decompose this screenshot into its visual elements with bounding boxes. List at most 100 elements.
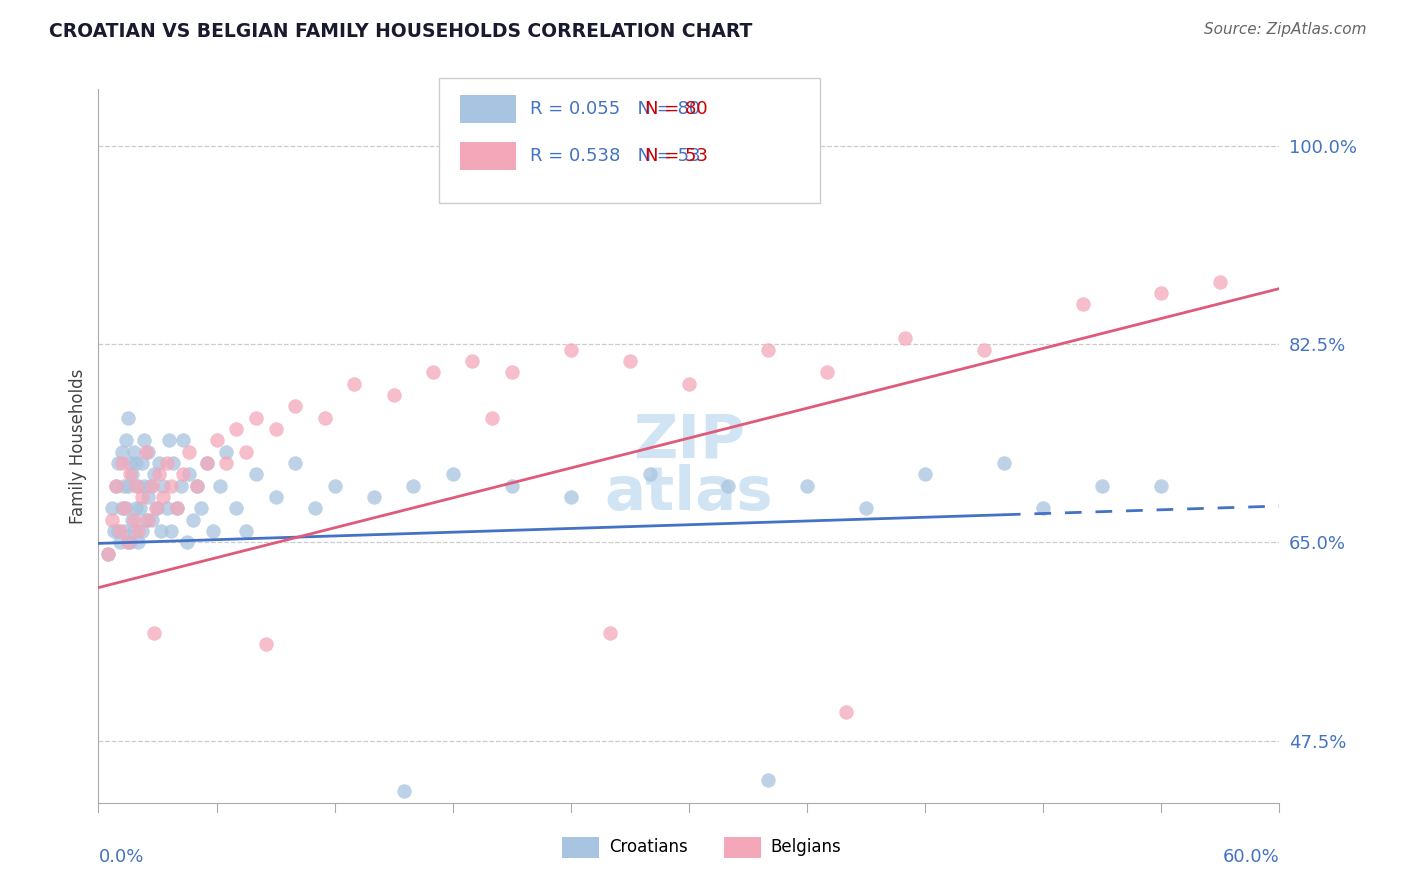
Point bbox=[461, 354, 484, 368]
Point bbox=[97, 547, 120, 561]
Point bbox=[225, 422, 247, 436]
Point bbox=[105, 478, 128, 492]
Point bbox=[201, 524, 224, 538]
Point bbox=[150, 524, 173, 538]
Text: 0.0%: 0.0% bbox=[98, 848, 143, 866]
Point bbox=[284, 400, 307, 414]
Text: Source: ZipAtlas.com: Source: ZipAtlas.com bbox=[1204, 22, 1367, 37]
Point bbox=[254, 637, 277, 651]
Point bbox=[177, 444, 200, 458]
Point bbox=[973, 343, 995, 357]
Point bbox=[619, 354, 641, 368]
Text: R = 0.055   N = 80: R = 0.055 N = 80 bbox=[530, 100, 700, 118]
Point bbox=[756, 343, 779, 357]
Point bbox=[1071, 297, 1094, 311]
Point bbox=[560, 490, 582, 504]
Point bbox=[176, 535, 198, 549]
Point bbox=[1150, 478, 1173, 492]
Y-axis label: Family Households: Family Households bbox=[69, 368, 87, 524]
Point bbox=[135, 444, 157, 458]
Point bbox=[186, 478, 208, 492]
Point bbox=[756, 773, 779, 788]
Point bbox=[195, 456, 218, 470]
Point bbox=[835, 705, 858, 719]
Point bbox=[177, 467, 200, 482]
Point bbox=[363, 490, 385, 504]
Point bbox=[146, 501, 169, 516]
Point bbox=[181, 513, 204, 527]
Point bbox=[107, 456, 129, 470]
Point bbox=[128, 501, 150, 516]
Point bbox=[441, 467, 464, 482]
Point bbox=[122, 524, 145, 538]
Point bbox=[855, 501, 877, 516]
Point bbox=[1209, 275, 1232, 289]
Text: N = 53: N = 53 bbox=[645, 147, 709, 165]
Text: Croatians: Croatians bbox=[609, 838, 688, 856]
Point bbox=[131, 524, 153, 538]
Point bbox=[138, 478, 160, 492]
Point bbox=[121, 513, 143, 527]
Point bbox=[264, 490, 287, 504]
Point bbox=[235, 444, 257, 458]
Point bbox=[112, 524, 135, 538]
Point bbox=[170, 478, 193, 492]
Point bbox=[141, 478, 163, 492]
Text: N = 80: N = 80 bbox=[645, 100, 709, 118]
Text: Belgians: Belgians bbox=[770, 838, 841, 856]
Point bbox=[162, 456, 184, 470]
Point bbox=[107, 524, 129, 538]
Point bbox=[111, 444, 134, 458]
Point bbox=[914, 467, 936, 482]
Point bbox=[205, 434, 228, 448]
Point bbox=[215, 456, 238, 470]
Point bbox=[101, 501, 124, 516]
Point bbox=[422, 365, 444, 379]
Text: R = 0.538   N = 53: R = 0.538 N = 53 bbox=[530, 147, 700, 165]
Point bbox=[127, 524, 149, 538]
Point bbox=[382, 388, 405, 402]
Point bbox=[125, 456, 148, 470]
Point bbox=[112, 478, 135, 492]
Point bbox=[117, 535, 139, 549]
Point bbox=[115, 501, 138, 516]
Point bbox=[125, 501, 148, 516]
Point bbox=[122, 513, 145, 527]
Point bbox=[195, 456, 218, 470]
Point bbox=[132, 478, 155, 492]
Point bbox=[122, 444, 145, 458]
Point bbox=[160, 478, 183, 492]
Point bbox=[1150, 286, 1173, 301]
Point bbox=[1032, 501, 1054, 516]
Point bbox=[132, 434, 155, 448]
Point bbox=[235, 524, 257, 538]
Point bbox=[125, 478, 148, 492]
Point bbox=[131, 456, 153, 470]
Point bbox=[599, 626, 621, 640]
Text: CROATIAN VS BELGIAN FAMILY HOUSEHOLDS CORRELATION CHART: CROATIAN VS BELGIAN FAMILY HOUSEHOLDS CO… bbox=[49, 22, 752, 41]
Point bbox=[343, 376, 366, 391]
Point bbox=[501, 365, 523, 379]
Point bbox=[190, 501, 212, 516]
Point bbox=[717, 478, 740, 492]
Point bbox=[284, 456, 307, 470]
Point bbox=[993, 456, 1015, 470]
Point bbox=[638, 467, 661, 482]
Point bbox=[215, 444, 238, 458]
Point bbox=[501, 478, 523, 492]
Point bbox=[117, 410, 139, 425]
Point bbox=[108, 524, 131, 538]
Point bbox=[118, 467, 141, 482]
Point bbox=[157, 434, 180, 448]
Point bbox=[111, 501, 134, 516]
Point bbox=[136, 490, 159, 504]
Point bbox=[115, 434, 138, 448]
Text: ZIP
atlas: ZIP atlas bbox=[605, 412, 773, 523]
Point bbox=[186, 478, 208, 492]
Point bbox=[152, 478, 174, 492]
Point bbox=[103, 524, 125, 538]
Point bbox=[131, 490, 153, 504]
Point bbox=[481, 410, 503, 425]
Point bbox=[245, 410, 267, 425]
Point bbox=[160, 524, 183, 538]
